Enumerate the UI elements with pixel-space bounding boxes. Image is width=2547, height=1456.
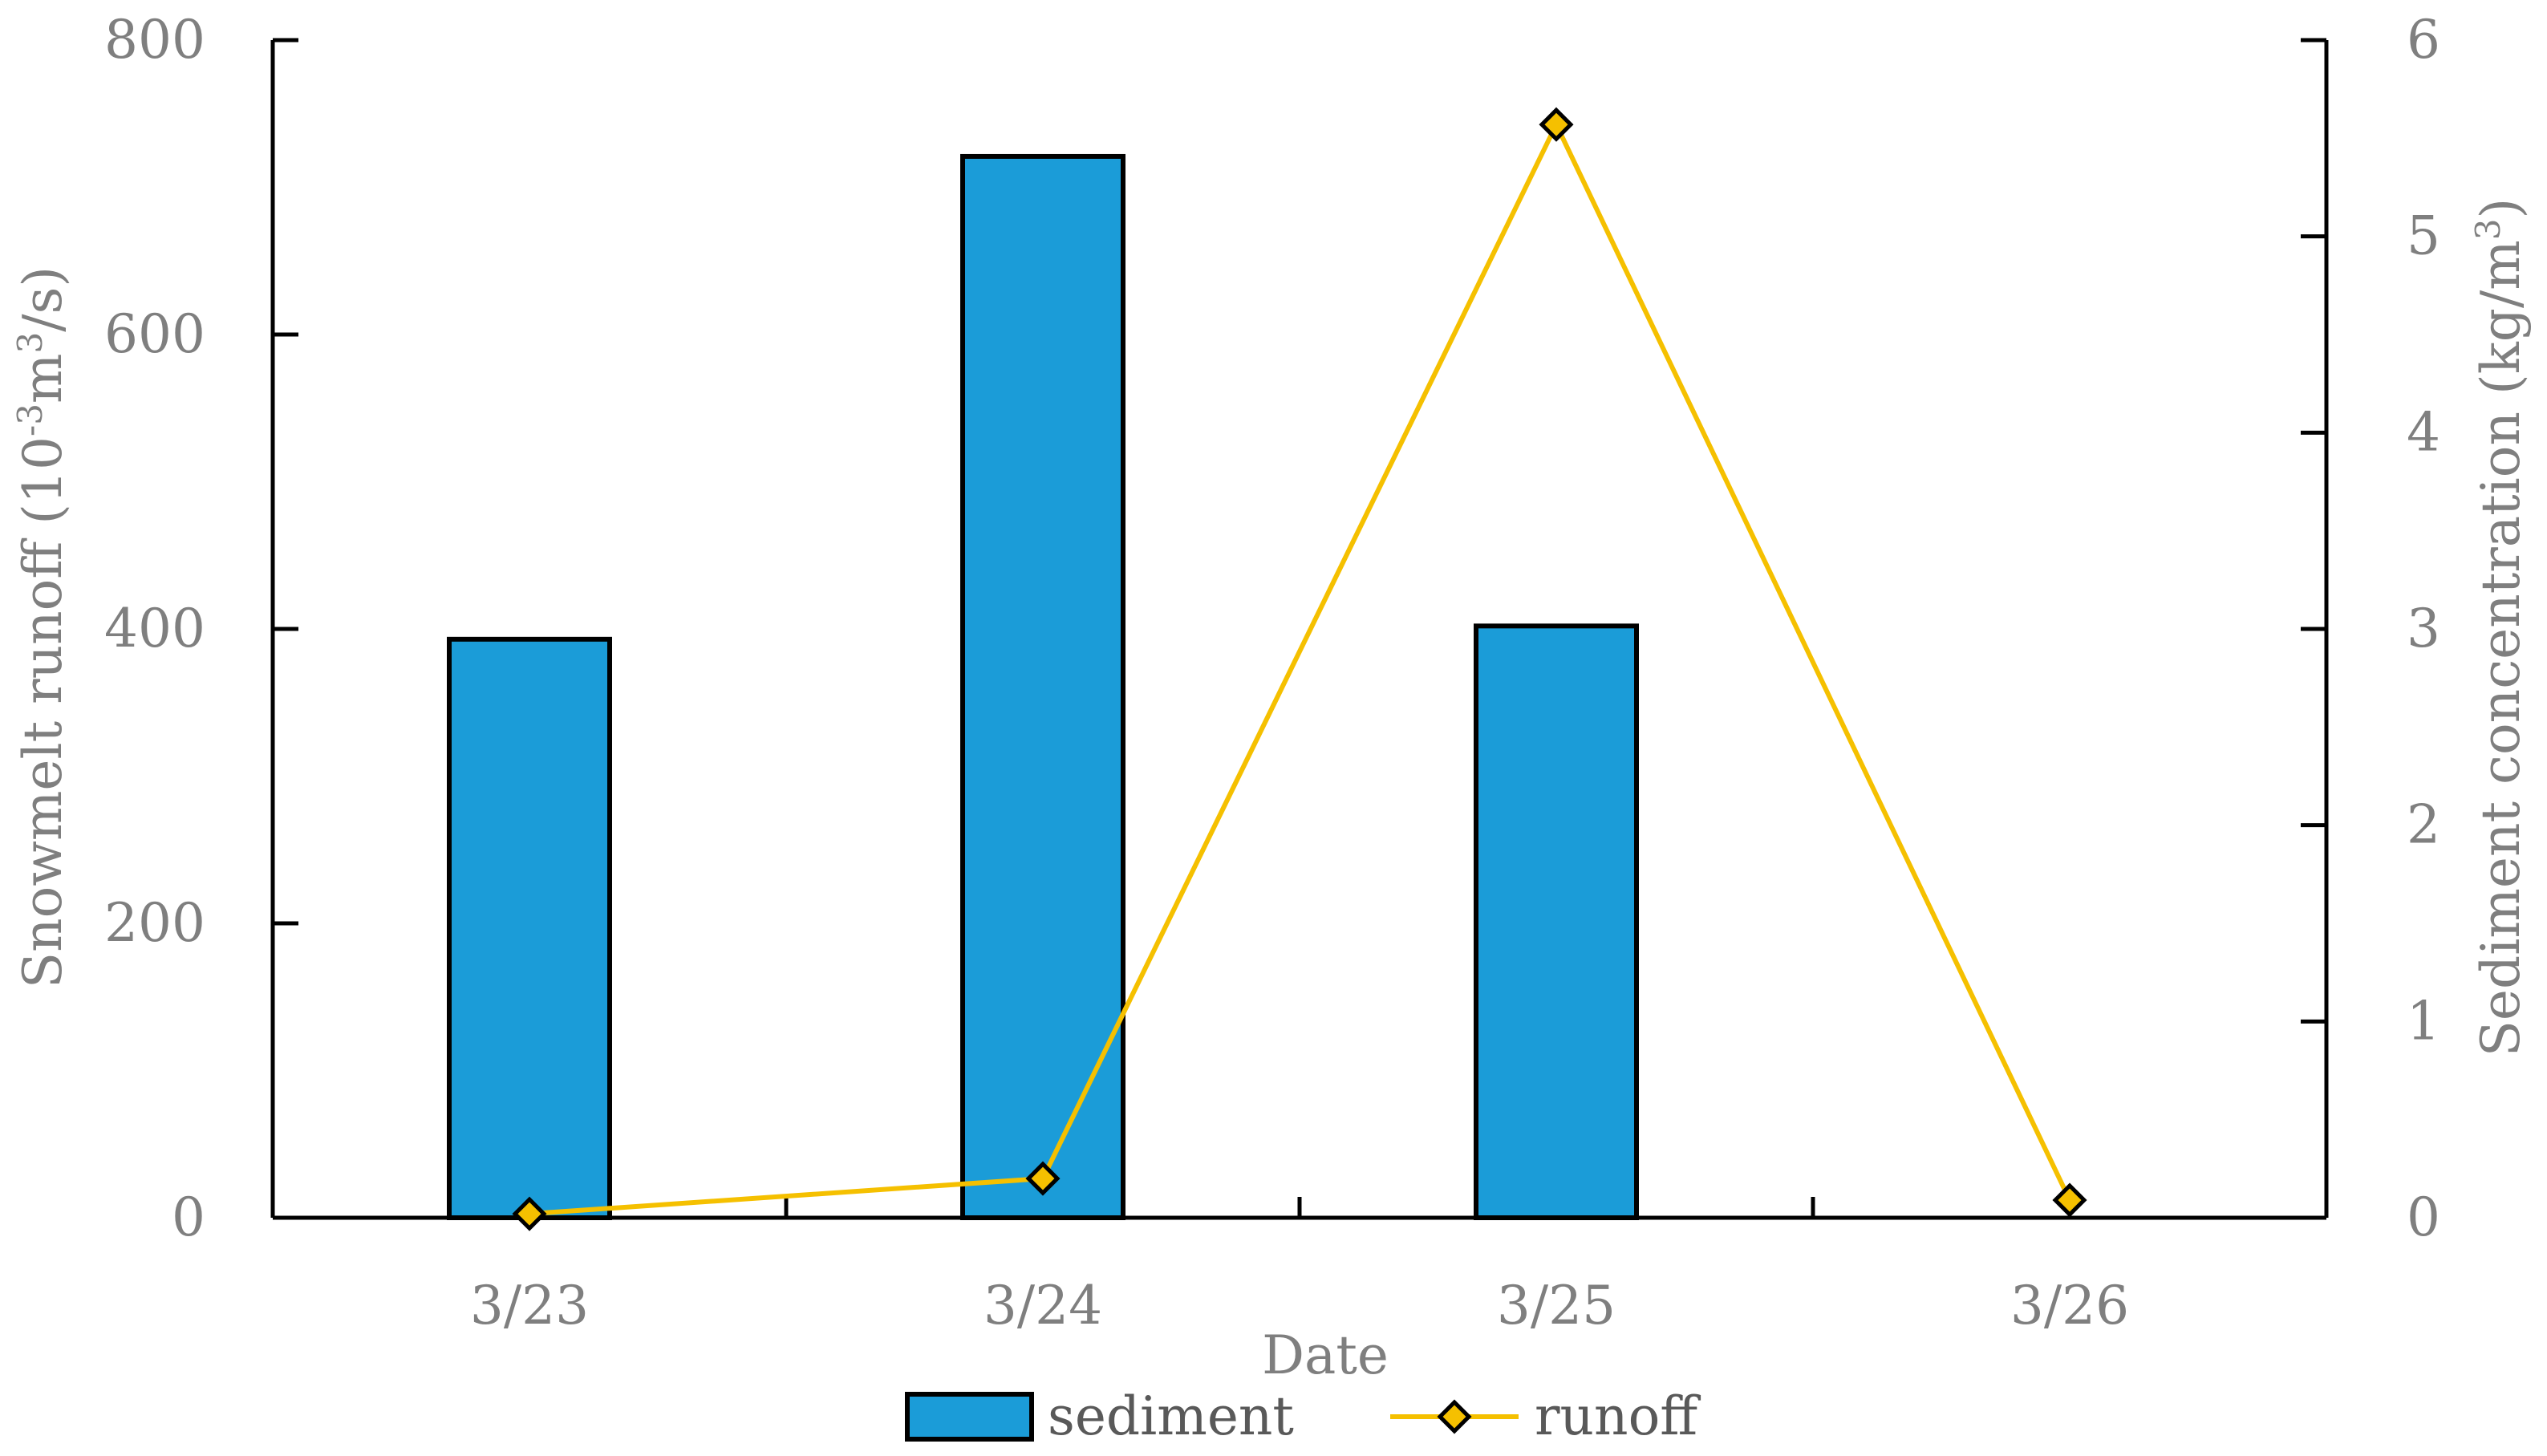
legend-sediment-swatch: [905, 1392, 1034, 1442]
y-tick-label-4: 600: [104, 303, 205, 365]
x-tick-label-4: 3/26: [2010, 1275, 2129, 1336]
y-tick-label-1: 0: [172, 1186, 205, 1248]
y-tick-label-2: 200: [104, 892, 205, 954]
y2-tick-label-7: 6: [2407, 9, 2440, 71]
bar-sediment-2: [960, 153, 1125, 1221]
legend-sediment-label: sediment: [1048, 1385, 1294, 1447]
point-runoff-2: [1025, 1161, 1061, 1196]
line-layer: [512, 107, 2087, 1231]
point-runoff-1: [512, 1196, 547, 1231]
bar-sediment-1: [447, 636, 612, 1220]
y2-tick-label-4: 3: [2407, 598, 2440, 659]
x-tick-label-2: 3/24: [984, 1275, 1102, 1336]
x-tick-label-1: 3/23: [470, 1275, 589, 1336]
x-axis-title: Date: [1262, 1324, 1389, 1386]
y2-tick-label-3: 2: [2407, 794, 2440, 856]
axes-layer: [270, 38, 2329, 1220]
legend: sediment runoff: [905, 1385, 1701, 1447]
y2-tick-label-6: 5: [2407, 205, 2440, 267]
point-runoff-3: [1539, 107, 1574, 142]
legend-runoff-marker: [1437, 1399, 1472, 1434]
line-runoff: [529, 122, 2072, 1217]
bars-layer: [447, 153, 1639, 1221]
labels-layer: 0 200 400 600 800 0 1 2 3 4 5 6 3/23 3/24 3/25 3/26: [104, 9, 2440, 1336]
bar-sediment-3: [1474, 623, 1639, 1220]
y-tick-label-5: 800: [104, 9, 205, 71]
y-tick-label-3: 400: [104, 598, 205, 659]
x-tick-label-3: 3/25: [1497, 1275, 1616, 1336]
y2-axis-title: Sediment concentration (kg/m3): [2468, 198, 2533, 1057]
y-axis-title: Snowmelt runoff (10-3m3/s): [10, 266, 75, 988]
legend-runoff-label: runoff: [1535, 1385, 1701, 1447]
y2-tick-label-5: 4: [2407, 401, 2440, 463]
y2-tick-label-1: 0: [2407, 1186, 2440, 1248]
y2-tick-label-2: 1: [2407, 990, 2440, 1052]
point-runoff-4: [2052, 1182, 2087, 1218]
